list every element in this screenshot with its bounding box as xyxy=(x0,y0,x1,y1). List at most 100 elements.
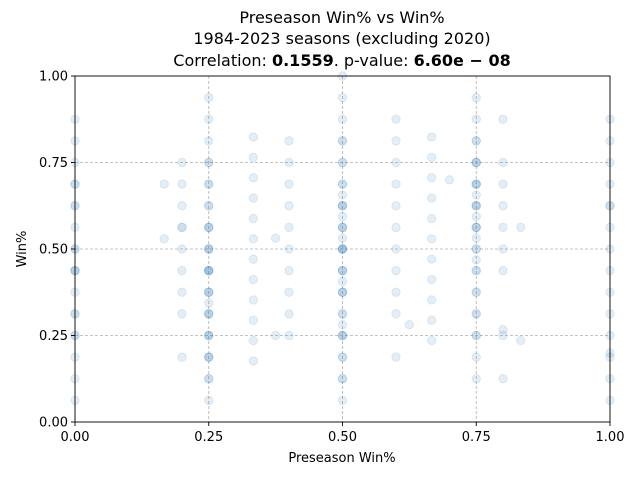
data-point xyxy=(471,201,481,211)
data-point xyxy=(204,114,214,124)
data-point xyxy=(204,374,214,384)
y-tick-label: 0.25 xyxy=(39,329,68,344)
data-point xyxy=(426,152,437,163)
data-point xyxy=(284,330,294,341)
data-point xyxy=(204,244,214,254)
data-point xyxy=(337,244,348,254)
data-point xyxy=(204,298,214,308)
data-point xyxy=(471,330,481,341)
data-point xyxy=(516,222,526,233)
data-point xyxy=(498,157,508,168)
data-point xyxy=(498,201,508,211)
p-value-label: . p-value: xyxy=(334,51,414,70)
data-point xyxy=(426,274,437,285)
data-point xyxy=(498,114,508,124)
data-point xyxy=(391,287,401,297)
data-point xyxy=(204,179,214,189)
data-point xyxy=(204,395,214,406)
data-point xyxy=(204,287,214,297)
data-point xyxy=(248,173,259,183)
data-point xyxy=(337,309,348,319)
data-point xyxy=(248,335,259,346)
data-point xyxy=(471,136,481,146)
data-point xyxy=(471,244,481,254)
data-point xyxy=(337,179,348,189)
data-point xyxy=(471,309,481,319)
data-point xyxy=(337,157,348,168)
data-point xyxy=(498,330,508,341)
data-point xyxy=(337,352,348,362)
data-point xyxy=(498,374,508,384)
data-point xyxy=(204,157,214,168)
data-point xyxy=(337,201,348,211)
data-point xyxy=(177,352,187,362)
data-point xyxy=(337,211,348,222)
data-point xyxy=(337,287,348,297)
data-point xyxy=(159,234,169,244)
data-point xyxy=(426,254,437,264)
data-point xyxy=(391,136,401,146)
data-point xyxy=(471,157,481,168)
data-point xyxy=(284,179,294,189)
data-point xyxy=(471,222,481,233)
data-point xyxy=(471,179,481,189)
data-point xyxy=(337,244,348,254)
data-point xyxy=(471,255,481,265)
data-point xyxy=(337,136,348,146)
data-point xyxy=(337,265,348,276)
data-point xyxy=(337,287,348,297)
data-point xyxy=(426,193,437,203)
data-point xyxy=(337,179,348,189)
data-point xyxy=(204,287,214,297)
y-tick-label: 1.00 xyxy=(39,70,68,85)
data-point xyxy=(498,222,508,233)
data-point xyxy=(337,265,348,276)
data-point xyxy=(204,201,214,211)
chart-title: Preseason Win% vs Win% xyxy=(239,8,444,27)
data-point xyxy=(177,157,187,168)
data-point xyxy=(248,315,259,325)
x-tick-label: 0.00 xyxy=(61,430,90,445)
data-point xyxy=(177,265,187,276)
data-point xyxy=(471,190,481,200)
data-point xyxy=(471,233,481,243)
data-point xyxy=(248,193,259,203)
data-point xyxy=(177,309,187,319)
data-point xyxy=(248,152,259,163)
data-point xyxy=(471,157,481,168)
data-point xyxy=(337,330,348,341)
data-point xyxy=(444,175,455,185)
data-point xyxy=(284,222,294,233)
data-point xyxy=(177,244,187,254)
data-point xyxy=(337,309,348,319)
data-point xyxy=(471,157,481,168)
data-point xyxy=(248,356,259,366)
data-point xyxy=(471,287,481,297)
data-point xyxy=(337,319,348,330)
data-point xyxy=(337,374,348,384)
data-point xyxy=(498,179,508,189)
chart-subtitle: 1984-2023 seasons (excluding 2020) xyxy=(193,29,490,48)
data-point xyxy=(471,222,481,233)
data-point xyxy=(337,201,348,211)
data-point xyxy=(337,374,348,384)
data-point xyxy=(204,244,214,254)
correlation-line: Correlation: 0.1559. p-value: 6.60e − 08 xyxy=(173,51,510,70)
data-point xyxy=(391,352,401,362)
data-point xyxy=(204,309,214,319)
data-point xyxy=(337,395,348,406)
axes: 0.00 0.25 0.50 0.75 1.00 0.00 0.25 0.50 0.75 1.00 xyxy=(39,70,624,446)
data-point xyxy=(471,374,481,384)
data-point xyxy=(337,157,348,168)
data-point xyxy=(204,92,214,103)
data-point xyxy=(204,352,214,362)
data-point xyxy=(204,201,214,211)
data-point xyxy=(204,244,214,254)
data-point xyxy=(471,309,481,319)
data-point xyxy=(177,201,187,211)
y-tick-label: 0.75 xyxy=(39,156,68,171)
data-point xyxy=(337,222,348,233)
data-point xyxy=(204,222,214,233)
